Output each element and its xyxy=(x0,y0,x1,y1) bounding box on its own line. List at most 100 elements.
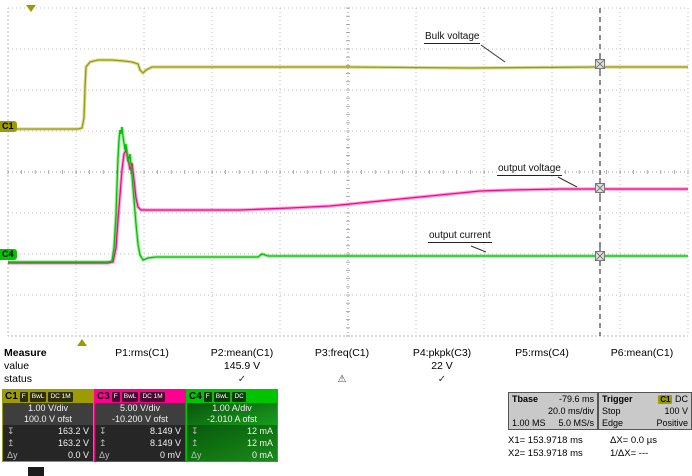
channel-descriptor-c4[interactable]: C4 F BwL DC 1.00 A/div -2.010 A ofst ↧ 12… xyxy=(186,389,278,462)
p2-status-valid-icon: ✓ xyxy=(237,374,247,385)
coupling-tag: DC 1M xyxy=(140,391,165,402)
trigger-source-chip: C1 xyxy=(658,395,673,404)
trigger-coupling: DC xyxy=(675,394,688,404)
offset-readout: -10.200 V ofst xyxy=(111,414,169,424)
delta-y-icon: Δy xyxy=(191,450,202,460)
trigger-time-marker[interactable] xyxy=(77,339,87,346)
trigger-level: 100 V xyxy=(664,406,688,416)
cursor-delta-row: Δy 0.0 V xyxy=(3,449,93,461)
cursor-delta-row: Δy 0 mA xyxy=(187,449,277,461)
coupling-tag: DC 1M xyxy=(48,391,73,402)
measure-p5-value xyxy=(492,360,592,373)
delta-y-icon: Δy xyxy=(99,450,110,460)
cursor-x-readout: X1= 153.9718 ms ΔX= 0.0 µs X2= 153.9718 … xyxy=(508,434,692,460)
cursor-min-icon: ↧ xyxy=(7,426,15,436)
bwl-tag: BwL xyxy=(213,391,231,402)
measure-p1-header[interactable]: P1:rms(C1) xyxy=(115,347,169,359)
cursor-max-row: ↥ 163.2 V xyxy=(3,437,93,449)
label-connector xyxy=(470,245,487,253)
trace-label-bulk-voltage: Bulk voltage xyxy=(424,31,481,44)
cursor-min-icon: ↧ xyxy=(99,426,107,436)
trigger-box[interactable]: Trigger C1 DC Stop 100 V Edge Positive xyxy=(598,392,692,430)
cursor-max-icon: ↥ xyxy=(191,438,199,448)
timebase-delay: -79.6 ms xyxy=(558,394,594,404)
status-row-label: status xyxy=(4,373,33,385)
trigger-mode: Stop xyxy=(602,406,621,416)
scale-readout: 1.00 V/div xyxy=(27,403,69,413)
cursor-delta-row: Δy 0 mV xyxy=(95,449,185,461)
cursor-handle-cross[interactable] xyxy=(595,183,605,193)
p4-status-valid-icon: ✓ xyxy=(437,374,447,385)
p3-status-warning-icon: ⚠ xyxy=(337,374,347,385)
cursor-max-row: ↥ 8.149 V xyxy=(95,437,185,449)
cursor-min-row: ↧ 8.149 V xyxy=(95,425,185,437)
trace-output-current xyxy=(8,126,688,263)
measure-p4-value: 22 V xyxy=(431,360,453,372)
channel-marker-c4[interactable]: C4 xyxy=(0,249,17,260)
x1-readout: X1= 153.9718 ms xyxy=(508,435,583,446)
measure-row-label: Measure xyxy=(4,347,47,359)
trigger-slope: Positive xyxy=(656,418,688,428)
measure-p6-value xyxy=(592,360,692,373)
cursor-max-icon: ↥ xyxy=(99,438,107,448)
trigger-type: Edge xyxy=(602,418,624,428)
cursor-max-icon: ↥ xyxy=(7,438,15,448)
value-row-label: value xyxy=(4,360,30,372)
descriptor-header-c1: C1 F BwL DC 1M xyxy=(3,390,93,403)
bottom-left-fragment xyxy=(28,467,44,476)
channel-descriptor-c1[interactable]: C1 F BwL DC 1M 1.00 V/div 100.0 V ofst ↧… xyxy=(2,389,94,462)
measure-p3-header[interactable]: P3:freq(C1) xyxy=(314,347,370,359)
cursor-min-row: ↧ 163.2 V xyxy=(3,425,93,437)
measure-p4-header[interactable]: P4:pkpk(C3) xyxy=(412,347,472,359)
filter-tag: F xyxy=(203,391,212,402)
timebase-rate: 5.0 MS/s xyxy=(558,418,594,428)
trigger-level-marker[interactable] xyxy=(26,5,36,12)
waveform-display xyxy=(7,7,689,337)
descriptor-header-c4: C4 F BwL DC xyxy=(187,390,277,403)
delta-y-icon: Δy xyxy=(7,450,18,460)
x2-readout: X2= 153.9718 ms xyxy=(508,448,583,459)
filter-tag: F xyxy=(111,391,120,402)
cursor-delta-value: 0 mA xyxy=(251,450,273,460)
channel-marker-c1[interactable]: C1 xyxy=(0,121,17,132)
channel-descriptor-c3[interactable]: C3 F BwL DC 1M 5.00 V/div -10.200 V ofst… xyxy=(94,389,186,462)
measure-p3-value xyxy=(292,360,392,373)
measure-p5-header[interactable]: P5:rms(C4) xyxy=(515,347,569,359)
cursor-min-row: ↧ 12 mA xyxy=(187,425,277,437)
cursor-min-value: 12 mA xyxy=(246,426,273,436)
cursor-max-value: 12 mA xyxy=(246,438,273,448)
p5-status-icon xyxy=(492,373,592,386)
timebase-box[interactable]: Tbase -79.6 ms 20.0 ms/div 1.00 MS 5.0 MS/… xyxy=(508,392,598,430)
timebase-label: Tbase xyxy=(512,394,539,404)
cursor-handle-cross[interactable] xyxy=(595,251,605,261)
label-connector xyxy=(557,176,578,188)
cursor-max-row: ↥ 12 mA xyxy=(187,437,277,449)
trace-output-voltage xyxy=(8,148,688,264)
offset-readout: 100.0 V ofst xyxy=(23,414,73,424)
timebase-samples: 1.00 MS xyxy=(512,418,546,428)
cursor-handle-cross[interactable] xyxy=(595,59,605,69)
label-connector xyxy=(480,44,506,63)
inv-delta-x-readout: 1/ΔX= --- xyxy=(610,448,649,459)
trace-bulk-voltage xyxy=(8,59,688,130)
cursor-max-value: 8.149 V xyxy=(149,438,181,448)
cursor-delta-value: 0.0 V xyxy=(67,450,89,460)
timebase-scale: 20.0 ms/div xyxy=(547,406,594,416)
descriptor-header-c3: C3 F BwL DC 1M xyxy=(95,390,185,403)
measure-p2-header[interactable]: P2:mean(C1) xyxy=(210,347,274,359)
p1-status-icon xyxy=(92,373,192,386)
coupling-tag: DC xyxy=(232,391,246,402)
cursor-min-icon: ↧ xyxy=(191,426,199,436)
p6-status-icon xyxy=(592,373,692,386)
measure-p2-value: 145.9 V xyxy=(223,360,261,372)
channel-id: C3 xyxy=(97,391,110,402)
trace-label-output-current: output current xyxy=(428,230,492,243)
filter-tag: F xyxy=(19,391,28,402)
measure-p6-header[interactable]: P6:mean(C1) xyxy=(610,347,674,359)
measure-table: Measure P1:rms(C1) P2:mean(C1) P3:freq(C… xyxy=(0,347,692,386)
cursor-max-value: 163.2 V xyxy=(57,438,89,448)
trace-bulk-voltage-glow xyxy=(8,58,688,131)
channel-id: C4 xyxy=(189,391,202,402)
scale-readout: 5.00 V/div xyxy=(119,403,161,413)
